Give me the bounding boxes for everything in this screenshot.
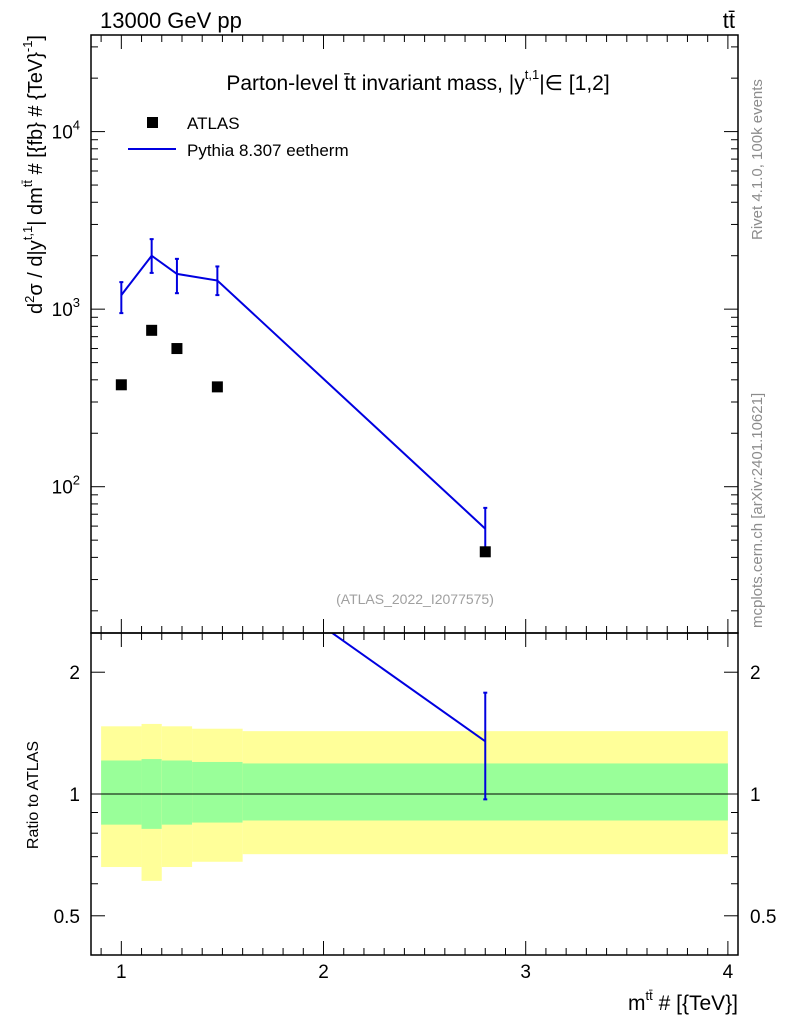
legend-marker-atlas [147,117,158,128]
ratio-y-tick-label-right: 2 [750,663,761,684]
process-label: tt̄ [723,8,735,33]
mcplots-label: mcplots.cern.ch [arXiv:2401.10621] [749,393,766,628]
atlas-data-point [479,546,491,558]
legend-label-atlas: ATLAS [187,114,240,133]
ratio-y-tick-label: 2 [69,663,80,684]
y-tick-label: 104 [52,118,80,144]
y-tick-label: 103 [52,295,80,321]
x-tick-label: 4 [723,962,734,983]
energy-label: 13000 GeV pp [100,8,242,33]
chart-title: Parton-level t̄t invariant mass, |yt,1|∈… [226,67,609,95]
ratio-bands [101,723,728,881]
analysis-label: (ATLAS_2022_I2077575) [336,591,494,607]
axis-ticks: 1 2 3 4 102 103 104 0.5 0.5 1 1 2 2 [52,35,776,983]
atlas-data-point [115,379,127,391]
y-tick-label: 102 [52,473,80,499]
x-axis-label: mtt̄ # [{TeV}] [628,988,738,1015]
ratio-band-inner [161,760,193,825]
atlas-data-point [146,324,158,336]
ratio-y-tick-label-right: 1 [750,785,761,806]
x-tick-label: 2 [318,962,329,983]
ratio-band-inner [192,761,243,823]
rivet-label: Rivet 4.1.0, 100k events [749,79,766,240]
ratio-band-inner [101,760,142,825]
mc-line [120,254,486,530]
main-y-axis-label: d2σ / d|yt,1| dmtt̄ # [{fb} # {TeV}-1] [20,35,47,314]
ratio-y-axis-label: Ratio to ATLAS [25,741,42,849]
ratio-y-tick-label: 1 [69,785,80,806]
main-plot-marks [115,238,491,558]
ratio-plot-marks [330,633,488,801]
atlas-data-point [211,381,223,393]
legend-label-pythia: Pythia 8.307 eetherm [187,141,349,160]
legend: ATLAS Pythia 8.307 eetherm [128,114,349,160]
atlas-data-point [171,343,183,355]
ratio-y-tick-label-right: 0.5 [750,907,776,928]
x-tick-label: 3 [520,962,531,983]
ratio-y-tick-label: 0.5 [54,907,80,928]
ratio-mc-line [330,633,486,743]
x-tick-label: 1 [116,962,127,983]
